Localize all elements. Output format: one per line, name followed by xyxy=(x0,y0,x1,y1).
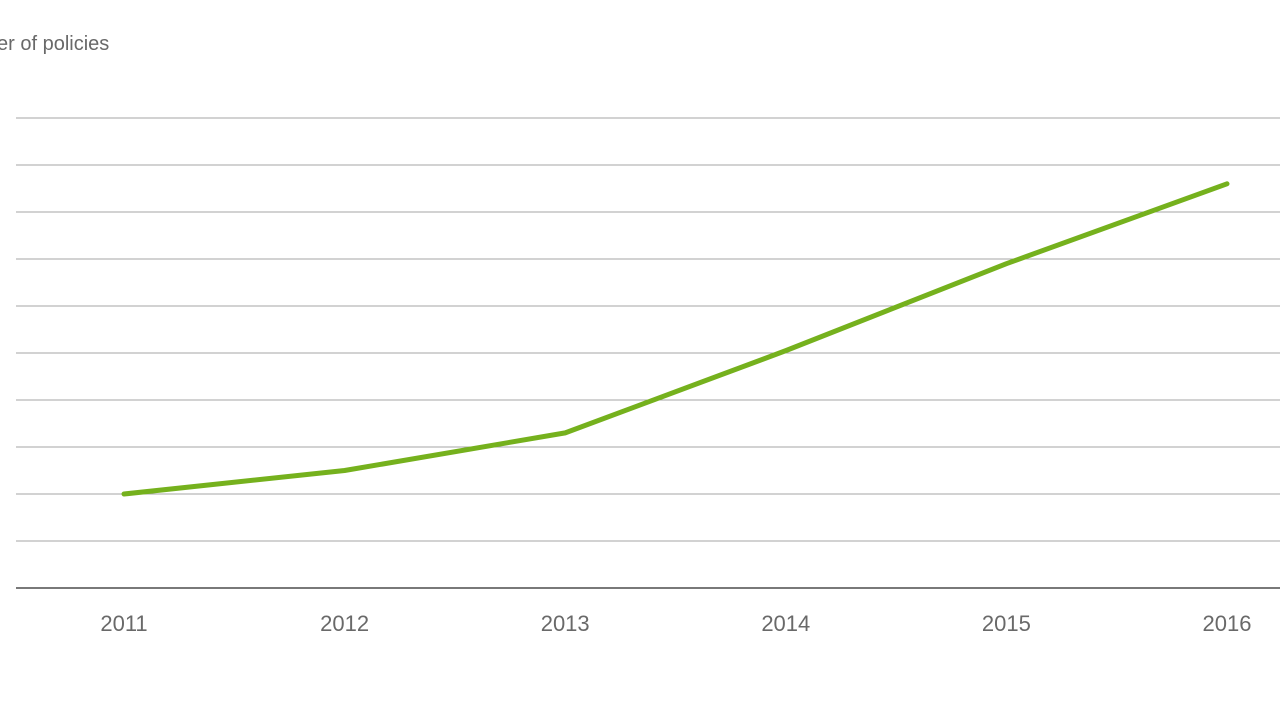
x-tick-label: 2015 xyxy=(981,611,1031,636)
x-tick-label: 2011 xyxy=(100,611,148,636)
x-tick-label: 2016 xyxy=(1202,611,1252,636)
x-tick-label: 2014 xyxy=(761,611,811,636)
policies-line xyxy=(121,181,1230,497)
x-tick-label: 2013 xyxy=(540,611,590,636)
x-tick-label: 2012 xyxy=(320,611,370,636)
chart-title: er of policies xyxy=(0,33,110,55)
